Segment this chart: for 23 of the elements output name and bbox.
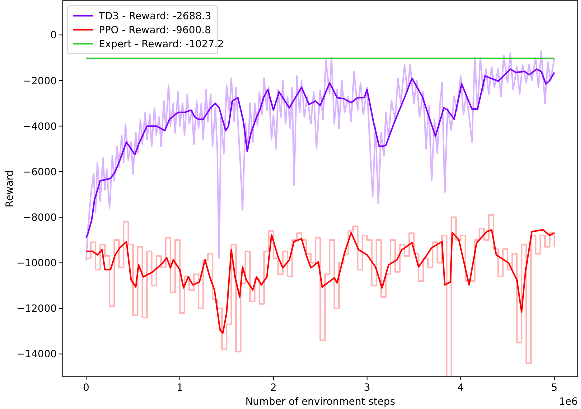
text: 1e6 (559, 397, 578, 408)
x-tick-label: 3 (364, 383, 371, 394)
line-series (86, 50, 556, 262)
y-axis-title: Reward (5, 170, 16, 208)
x-tick-label: 1 (176, 383, 184, 394)
y-tick-label: −10000 (16, 258, 57, 270)
y-tick-label: 0 (50, 30, 57, 42)
y-tick-label: −8000 (23, 212, 57, 224)
legend-label: TD3 - Reward: -2688.3 (98, 12, 212, 22)
x-axis-title: Number of environment steps (246, 397, 396, 408)
x-tick-label: 4 (458, 383, 464, 394)
y-tick-label: −14000 (16, 350, 57, 361)
y-tick-label: −2000 (23, 76, 57, 88)
y-tick-label: −6000 (23, 167, 57, 178)
line-series (86, 68, 556, 239)
y-tick-label: −12000 (16, 304, 57, 316)
legend-label: PPO - Reward: -9600.8 (99, 26, 212, 36)
line-series (86, 229, 556, 334)
legend-label: Expert - Reward: -1027.2 (99, 40, 224, 50)
x-tick-label: 0 (83, 383, 90, 394)
y-tick-label: −4000 (23, 122, 57, 133)
x-tick-label: 2 (270, 383, 277, 394)
x-tick-label: 5 (551, 383, 558, 394)
